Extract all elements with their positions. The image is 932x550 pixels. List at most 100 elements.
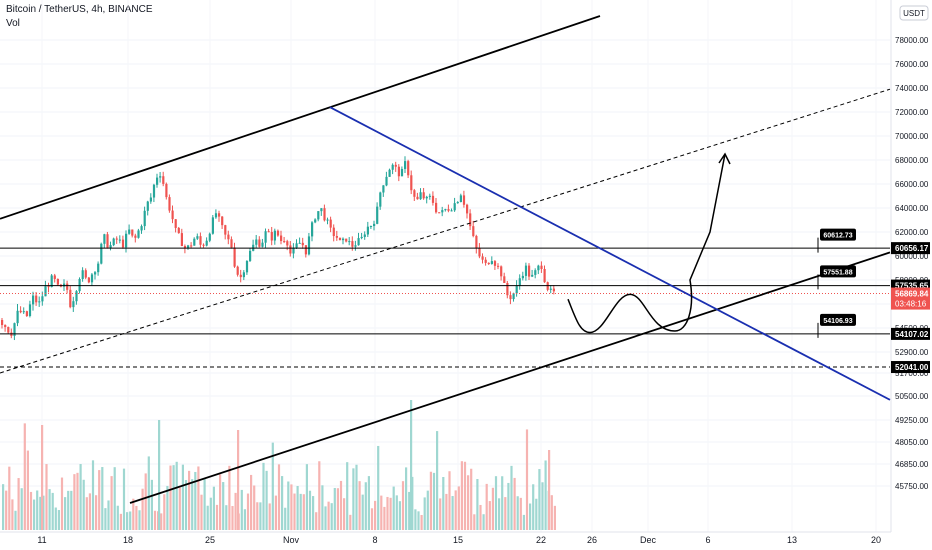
volume-bar	[33, 499, 36, 530]
candle-body	[456, 202, 459, 204]
y-tick-label: 62000.00	[895, 228, 929, 237]
candle-body	[543, 268, 546, 283]
y-tick-label: 50500.00	[895, 392, 929, 401]
volume-bar	[82, 479, 85, 530]
volume-bar	[153, 510, 157, 530]
candle-body	[311, 222, 314, 237]
candle-body	[286, 241, 289, 246]
candle-body	[438, 212, 441, 214]
volume-bar	[48, 489, 51, 530]
candle-body	[373, 223, 376, 227]
candle-body	[521, 275, 524, 279]
currency-label: USDT	[903, 9, 925, 18]
candle-body	[301, 242, 304, 246]
volume-bar	[318, 461, 321, 530]
volume-bar	[448, 471, 451, 530]
candle-body	[32, 295, 35, 305]
candle-body	[233, 247, 236, 267]
volume-bar	[414, 509, 417, 530]
volume-bar	[498, 498, 501, 530]
volume-bar	[200, 494, 203, 530]
volume-bar	[141, 488, 144, 530]
candle-body	[394, 164, 397, 167]
candle-body	[531, 274, 534, 277]
volume-bar	[237, 430, 240, 530]
volume-bar	[426, 490, 429, 530]
candle-body	[16, 310, 19, 324]
y-tick-label: 72000.00	[895, 108, 929, 117]
candle-body	[283, 241, 286, 243]
candle-body	[218, 213, 221, 217]
volume-bar	[212, 486, 215, 530]
volume-bar	[98, 470, 101, 530]
candle-body	[162, 176, 165, 184]
volume-bar	[302, 494, 305, 530]
candle-body	[112, 238, 115, 246]
candle-body	[348, 241, 351, 243]
candle-body	[385, 176, 388, 186]
volume-bar	[54, 507, 57, 530]
volume-bar	[209, 497, 212, 530]
volume-bar	[17, 478, 20, 530]
candle-body	[354, 245, 357, 247]
volume-bar	[144, 473, 147, 530]
volume-bar	[367, 476, 370, 530]
candle-body	[280, 235, 283, 242]
y-tick-label: 45750.00	[895, 482, 929, 491]
volume-bar	[429, 471, 432, 530]
x-tick-label: 20	[871, 535, 881, 545]
volume-bar	[14, 510, 17, 530]
y-tick-label: 51700.00	[895, 369, 929, 378]
volume-bar	[470, 468, 473, 530]
volume-bar	[85, 497, 88, 530]
candle-body	[410, 175, 413, 191]
volume-bar	[20, 488, 23, 530]
volume-bar	[79, 464, 82, 530]
volume-bar	[550, 495, 553, 530]
volume-bar	[259, 502, 262, 530]
volume-bar	[532, 484, 535, 530]
candle-body	[478, 248, 481, 257]
candle-body	[97, 263, 100, 273]
candle-body	[366, 226, 369, 235]
volume-bar	[405, 467, 408, 530]
x-tick-label: 22	[536, 535, 546, 545]
candle-body	[493, 261, 497, 266]
candle-body	[100, 243, 103, 264]
volume-bar	[116, 505, 119, 530]
volume-bar	[5, 490, 8, 530]
candle-body	[276, 230, 280, 236]
volume-bar	[107, 500, 110, 530]
candle-body	[128, 229, 131, 234]
volume-bar	[535, 498, 538, 530]
volume-bar	[104, 508, 107, 530]
candle-body	[134, 235, 137, 238]
candle-body	[484, 259, 487, 263]
trendline-downtrend	[329, 106, 891, 401]
candle-body	[270, 231, 273, 241]
candle-body	[156, 177, 159, 185]
candle-body	[13, 323, 16, 336]
volume-bar	[420, 514, 423, 530]
x-tick-label: 18	[123, 535, 133, 545]
y-tick-label: 78000.00	[895, 36, 929, 45]
candle-body	[149, 197, 152, 202]
candle-body	[404, 161, 407, 169]
volume-bar	[460, 461, 463, 530]
candle-body	[338, 237, 342, 241]
annotation-label: 54106.93	[823, 318, 852, 325]
candle-body	[121, 239, 125, 248]
volume-bar	[147, 456, 150, 530]
volume-bar	[41, 425, 44, 530]
volume-bar	[91, 460, 95, 530]
candle-body	[81, 270, 84, 279]
volume-bar	[271, 442, 274, 530]
volume-bar	[333, 487, 336, 530]
price-axis-bg	[891, 0, 932, 550]
candle-body	[78, 278, 81, 292]
candle-body	[332, 227, 335, 237]
y-tick-label: 60000.00	[895, 252, 929, 261]
volume-bar	[231, 506, 234, 530]
candle-body	[509, 295, 512, 300]
